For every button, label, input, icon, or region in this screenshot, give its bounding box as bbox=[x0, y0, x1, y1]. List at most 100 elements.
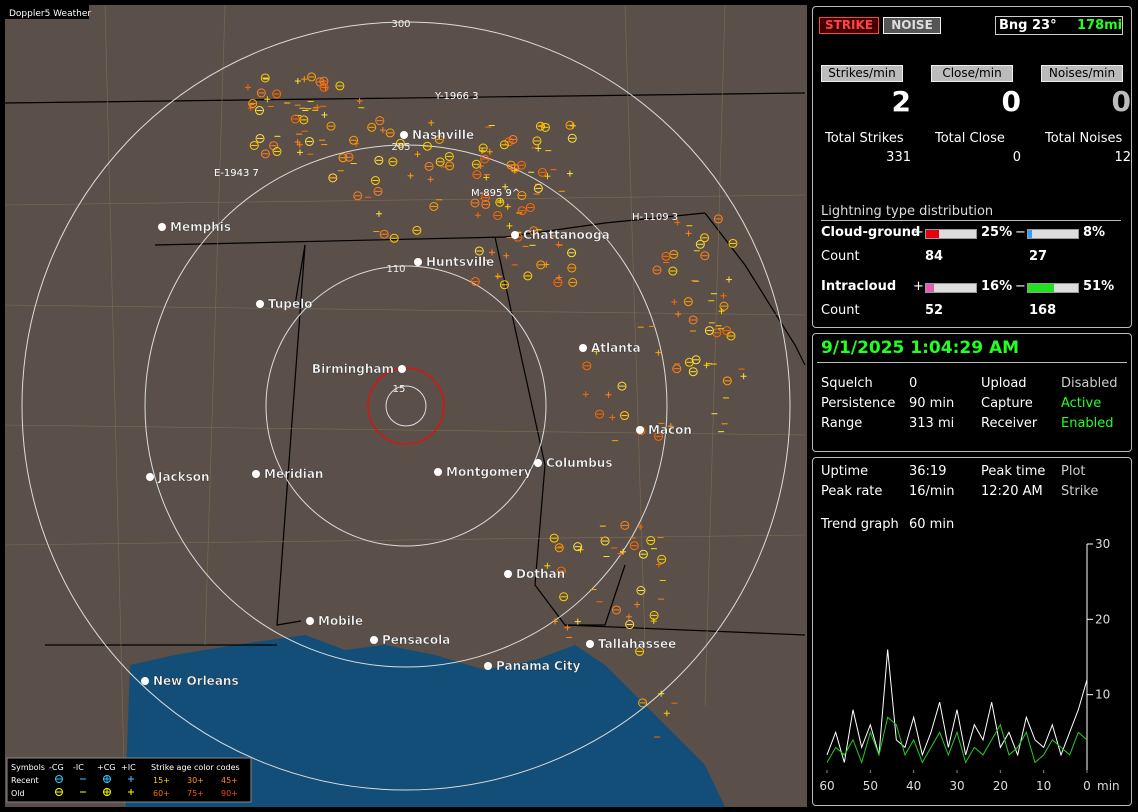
strike-symbol bbox=[549, 533, 559, 543]
city-dot bbox=[414, 258, 422, 266]
city-label: Tallahassee bbox=[598, 637, 676, 651]
count: 84 bbox=[925, 249, 944, 264]
ring-label: 110 bbox=[386, 264, 405, 275]
x-tick-label: 40 bbox=[906, 779, 921, 793]
city-dot bbox=[579, 344, 587, 352]
range-rings bbox=[21, 21, 791, 791]
ring-label: 205 bbox=[391, 142, 410, 153]
sign: + bbox=[913, 279, 924, 294]
strike-symbol bbox=[504, 137, 514, 147]
city-dot bbox=[511, 231, 519, 239]
strike-symbol bbox=[481, 199, 491, 209]
strike-symbol bbox=[567, 133, 577, 143]
info: Range bbox=[821, 416, 863, 431]
city-label: Tupelo bbox=[268, 297, 313, 311]
strike-symbol bbox=[367, 122, 377, 132]
strike-symbol bbox=[435, 157, 445, 167]
legend-text: +CG bbox=[97, 763, 116, 772]
strike-symbol bbox=[672, 364, 682, 374]
info: Plot bbox=[1061, 464, 1086, 479]
strike-symbol bbox=[683, 297, 693, 307]
strike-symbol bbox=[567, 248, 577, 258]
x-tick-label: 0 bbox=[1083, 779, 1091, 793]
info: 16/min bbox=[909, 484, 955, 499]
strike-symbol bbox=[272, 89, 282, 99]
row-name: Cloud-ground bbox=[821, 225, 921, 240]
strike-symbol bbox=[536, 260, 546, 270]
strike-symbol bbox=[625, 620, 635, 630]
strike-symbol bbox=[445, 161, 455, 171]
strike-symbol bbox=[395, 138, 405, 148]
rate-button[interactable]: Close/min bbox=[931, 65, 1013, 82]
bar-fill bbox=[926, 230, 939, 238]
strike-symbol bbox=[700, 233, 710, 243]
city-label: Dothan bbox=[516, 567, 565, 581]
strike-symbol bbox=[537, 167, 547, 177]
strike-symbol bbox=[668, 266, 678, 276]
strike-symbol bbox=[636, 585, 646, 595]
ring-label: 15 bbox=[393, 384, 406, 395]
city-dot bbox=[434, 468, 442, 476]
info: Active bbox=[1061, 396, 1102, 411]
storm-label: M-895 9^ bbox=[471, 188, 520, 199]
strike-symbol bbox=[299, 115, 309, 125]
total-value: 0 bbox=[1012, 150, 1021, 165]
city-dot bbox=[158, 223, 166, 231]
strike-symbol bbox=[661, 251, 671, 261]
strike-symbol bbox=[385, 128, 395, 138]
bar-track bbox=[925, 229, 977, 239]
strike-symbol bbox=[480, 193, 490, 203]
strike-symbol bbox=[629, 541, 639, 551]
city-dot bbox=[504, 570, 512, 578]
strike-symbol bbox=[444, 151, 454, 161]
x-tick-label: 50 bbox=[863, 779, 878, 793]
map: 300 205 110 15 Nashville Memphis Chattanooga Hu… bbox=[5, 5, 807, 807]
city-dot bbox=[586, 640, 594, 648]
city-dot bbox=[484, 662, 492, 670]
strike-symbol bbox=[319, 76, 329, 86]
strike-symbol bbox=[304, 136, 314, 146]
strike-symbol bbox=[713, 214, 723, 224]
legend: Symbols -CG -IC +CG +IC Strike age color code… bbox=[6, 757, 252, 803]
rate-button[interactable]: Noises/min bbox=[1041, 65, 1123, 82]
strike-symbol bbox=[422, 141, 432, 151]
strike-button[interactable]: STRIKE bbox=[819, 17, 879, 34]
strike-symbol bbox=[272, 147, 282, 157]
gulf bbox=[125, 635, 725, 807]
strike-symbol bbox=[338, 153, 348, 163]
strike-symbol bbox=[256, 88, 266, 98]
legend-symbol bbox=[103, 775, 111, 783]
info: Disabled bbox=[1061, 376, 1118, 391]
count-label: Count bbox=[821, 249, 860, 264]
noise-button[interactable]: NOISE bbox=[883, 17, 941, 34]
legend-text: -CG bbox=[49, 763, 64, 772]
strike-symbol bbox=[704, 326, 714, 336]
ring-label: 300 bbox=[391, 19, 410, 30]
city-dot bbox=[636, 426, 644, 434]
strike-symbol bbox=[582, 361, 592, 371]
strike-symbol bbox=[379, 229, 389, 239]
strike-symbol bbox=[654, 431, 664, 441]
strike-symbol bbox=[375, 116, 385, 126]
count-label: Count bbox=[821, 303, 860, 318]
x-tick-label: 10 bbox=[1036, 779, 1051, 793]
strike-symbol bbox=[493, 210, 503, 220]
legend-text: Old bbox=[11, 789, 25, 798]
city-label: Mobile bbox=[318, 614, 363, 628]
y-tick-label: 20 bbox=[1095, 612, 1110, 626]
city-dot bbox=[256, 300, 264, 308]
bar-track bbox=[925, 283, 977, 293]
city-label: Pensacola bbox=[382, 633, 450, 647]
strike-symbol bbox=[319, 82, 329, 92]
strike-symbol bbox=[389, 233, 399, 243]
legend-age: 90+ bbox=[221, 789, 238, 798]
rate-button[interactable]: Strikes/min bbox=[821, 65, 903, 82]
strike-symbol bbox=[373, 186, 383, 196]
trend-value: 60 min bbox=[909, 517, 955, 532]
info: Peak time bbox=[981, 464, 1046, 479]
city-dot bbox=[398, 365, 406, 373]
strike-symbol bbox=[700, 251, 710, 261]
info: Receiver bbox=[981, 416, 1038, 431]
strike-symbol bbox=[388, 157, 398, 167]
info: 0 bbox=[909, 376, 918, 391]
